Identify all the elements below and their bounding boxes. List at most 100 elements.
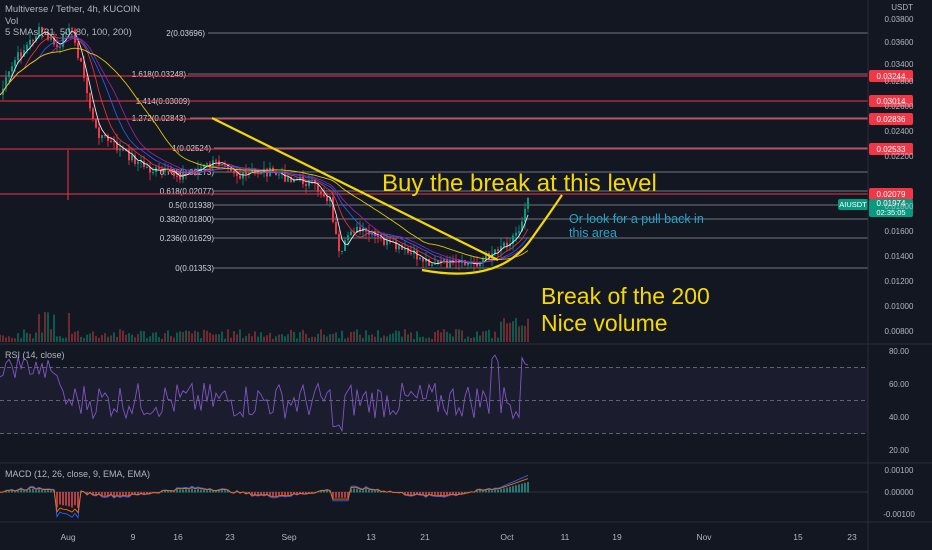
macd-hist	[212, 490, 214, 493]
candle-body	[68, 28, 70, 32]
candle-body	[245, 172, 247, 174]
volume-bar	[26, 332, 28, 342]
volume-bar	[437, 330, 439, 342]
macd-hist	[272, 492, 274, 496]
volume-bar	[107, 336, 109, 342]
volume-bar	[518, 326, 520, 342]
volume-bar	[164, 333, 166, 342]
volume-bar	[290, 329, 292, 342]
time-label: 9	[131, 532, 136, 542]
candle-body	[92, 108, 94, 119]
candle-body	[215, 160, 217, 162]
volume-bar	[80, 336, 82, 342]
macd-hist	[38, 489, 40, 493]
volume-bar	[353, 331, 355, 342]
macd-hist	[194, 489, 196, 493]
volume-bar	[347, 337, 349, 342]
candle-body	[44, 31, 46, 33]
volume-bar	[182, 332, 184, 342]
volume-bar	[281, 334, 283, 342]
candle-body	[41, 26, 43, 32]
candle-body	[455, 259, 457, 262]
macd-hist	[224, 490, 226, 493]
volume-bar	[227, 329, 229, 342]
time-label: Sep	[281, 532, 296, 542]
candle-body	[230, 167, 232, 171]
macd-hist	[305, 492, 307, 494]
price-tick: 0.02400	[885, 127, 914, 136]
macd-hist	[515, 485, 517, 493]
time-label: Aug	[60, 532, 75, 542]
macd-hist	[143, 492, 145, 495]
candle-body	[287, 177, 289, 182]
annotation-break-200-2: Nice volume	[541, 310, 668, 336]
candle-body	[518, 231, 520, 233]
macd-hist	[434, 492, 436, 496]
macd-hist	[104, 492, 106, 496]
candle-body	[425, 258, 427, 262]
candle-body	[431, 264, 433, 266]
price-badge-label: 0.02079	[877, 190, 906, 199]
macd-hist	[185, 489, 187, 493]
macd-hist	[383, 491, 385, 493]
candle-body	[446, 259, 448, 268]
rsi-legend: RSI (14, close)	[5, 350, 65, 360]
candle-body	[104, 135, 106, 137]
volume-bar	[299, 332, 301, 342]
rsi-tick: 60.00	[889, 380, 910, 389]
macd-hist	[188, 489, 190, 493]
volume-bar	[44, 311, 46, 342]
volume-bar	[218, 334, 220, 342]
volume-bar	[41, 332, 43, 342]
macd-hist	[17, 490, 19, 493]
volume-bar	[0, 334, 1, 342]
volume-bar	[455, 329, 457, 342]
time-label: 11	[561, 532, 570, 542]
candle-body	[350, 231, 352, 236]
volume-bar	[206, 330, 208, 342]
macd-hist	[359, 489, 361, 493]
symbol-label: AIUSDT	[839, 200, 867, 209]
volume-bar	[86, 334, 88, 342]
macd-hist	[119, 492, 121, 496]
fib-label: 2(0.03696)	[166, 29, 205, 38]
volume-bar	[476, 331, 478, 342]
macd-hist	[344, 492, 346, 498]
candle-body	[449, 259, 451, 268]
macd-hist	[437, 492, 439, 496]
macd-hist	[482, 490, 484, 493]
annotation-buy-break: Buy the break at this level	[382, 170, 657, 197]
macd-hist	[260, 492, 262, 495]
macd-hist	[251, 492, 253, 496]
volume-bar	[230, 337, 232, 342]
volume-bar	[527, 318, 529, 342]
volume-bar	[380, 337, 382, 342]
macd-hist	[209, 489, 211, 493]
volume-bar	[245, 336, 247, 342]
candle-body	[299, 176, 301, 180]
volume-bar	[197, 331, 199, 342]
volume-bar	[101, 335, 103, 342]
price-badge	[869, 143, 913, 155]
macd-hist	[266, 492, 268, 495]
macd-hist	[173, 491, 175, 493]
macd-hist	[77, 492, 79, 508]
macd-tick: 0.00000	[885, 488, 914, 497]
sma-legend: 5 SMAs (21, 50, 80, 100, 200)	[5, 27, 132, 38]
macd-hist	[170, 491, 172, 493]
candle-body	[65, 31, 67, 35]
macd-hist	[317, 491, 319, 493]
macd-hist	[161, 491, 163, 493]
macd-hist	[92, 492, 94, 495]
time-label: 21	[420, 532, 430, 542]
macd-hist	[68, 492, 70, 507]
candle-body	[26, 44, 28, 51]
candle-body	[14, 60, 16, 67]
candle-body	[5, 77, 7, 89]
candle-body	[89, 93, 91, 109]
candle-body	[131, 155, 133, 161]
volume-bar	[509, 322, 511, 342]
volume-bar	[104, 333, 106, 342]
volume-bar	[494, 331, 496, 342]
